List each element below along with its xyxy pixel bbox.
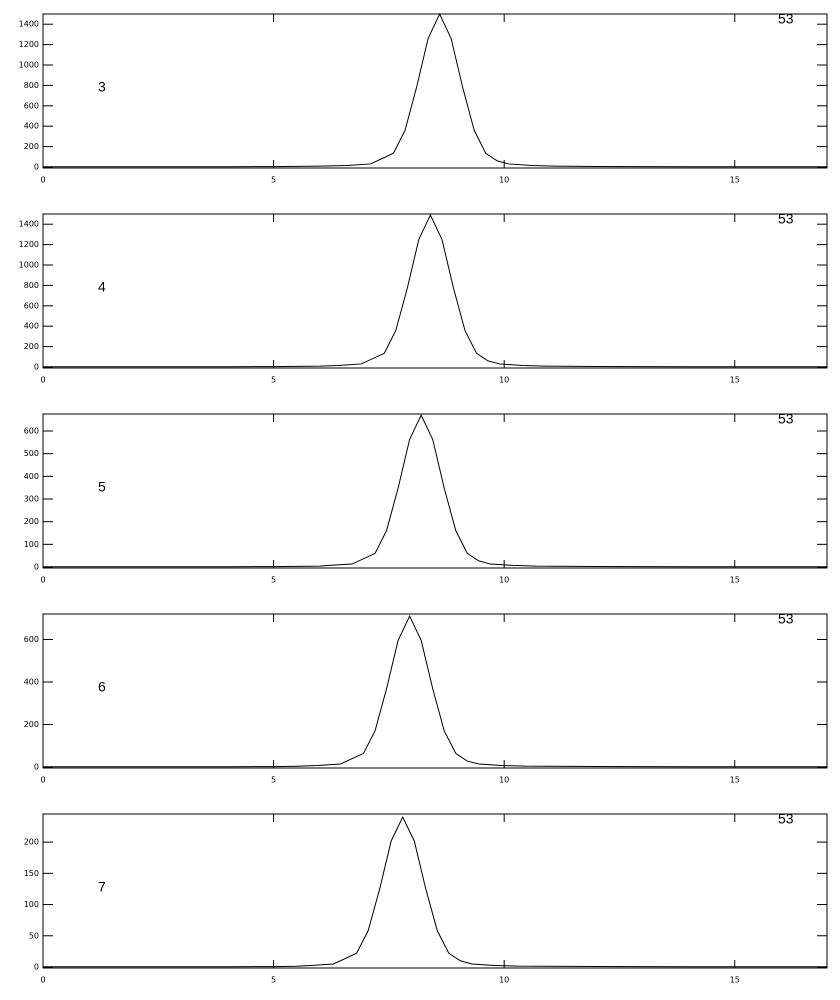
x-tick-label: 5 <box>271 176 276 185</box>
y-tick-label: 0 <box>34 363 39 372</box>
x-tick-label: 0 <box>40 776 45 785</box>
x-tick-label: 0 <box>40 176 45 185</box>
x-tick-label: 10 <box>499 176 509 185</box>
y-tick-label: 100 <box>24 900 39 909</box>
x-tick-label: 5 <box>271 776 276 785</box>
x-tick-label: 0 <box>40 976 45 985</box>
y-tick-label: 400 <box>24 472 39 481</box>
y-tick-label: 200 <box>24 720 39 729</box>
y-tick-label: 0 <box>34 763 39 772</box>
x-tick-label: 15 <box>730 176 740 185</box>
panel-label: 6 <box>98 679 106 695</box>
plot-frame <box>42 213 828 369</box>
y-tick-label: 150 <box>24 869 39 878</box>
y-tick-label: 1200 <box>19 240 39 249</box>
x-tick-label: 0 <box>40 576 45 585</box>
y-tick-label: 800 <box>24 281 39 290</box>
x-tick-label: 10 <box>499 776 509 785</box>
x-tick-label: 15 <box>730 376 740 385</box>
y-tick-label: 0 <box>34 163 39 172</box>
y-tick-label: 500 <box>24 449 39 458</box>
y-tick-label: 600 <box>24 427 39 436</box>
y-tick-label: 50 <box>29 931 39 940</box>
y-tick-label: 200 <box>24 342 39 351</box>
y-tick-label: 200 <box>24 142 39 151</box>
panel-label: 7 <box>98 879 106 895</box>
x-tick-label: 5 <box>271 976 276 985</box>
data-line <box>43 12 827 168</box>
corner-label: 53 <box>778 611 794 627</box>
y-tick-label: 0 <box>34 563 39 572</box>
panel-label: 5 <box>98 479 106 495</box>
x-tick-label: 10 <box>499 976 509 985</box>
plot-frame <box>42 13 828 169</box>
x-tick-label: 15 <box>730 576 740 585</box>
y-tick-label: 600 <box>24 101 39 110</box>
y-tick-label: 600 <box>24 635 39 644</box>
x-tick-label: 0 <box>40 376 45 385</box>
data-line <box>43 815 827 968</box>
plot-frame <box>42 413 828 569</box>
plot-frame <box>42 813 828 969</box>
x-tick-label: 5 <box>271 376 276 385</box>
y-tick-label: 1400 <box>19 20 39 29</box>
x-tick-label: 5 <box>271 576 276 585</box>
data-line <box>43 614 827 768</box>
y-tick-label: 400 <box>24 122 39 131</box>
corner-label: 53 <box>778 211 794 227</box>
x-tick-label: 15 <box>730 976 740 985</box>
y-tick-label: 600 <box>24 301 39 310</box>
y-tick-label: 1400 <box>19 220 39 229</box>
y-tick-label: 1000 <box>19 61 39 70</box>
y-tick-label: 200 <box>24 517 39 526</box>
y-tick-label: 1000 <box>19 261 39 270</box>
x-tick-label: 10 <box>499 376 509 385</box>
corner-label: 53 <box>778 411 794 427</box>
corner-label: 53 <box>778 811 794 827</box>
corner-label: 53 <box>778 11 794 27</box>
data-line <box>43 213 827 368</box>
panel-label: 4 <box>98 279 106 295</box>
x-tick-label: 10 <box>499 576 509 585</box>
y-tick-label: 400 <box>24 322 39 331</box>
panel-label: 3 <box>98 79 106 95</box>
y-tick-label: 200 <box>24 838 39 847</box>
x-tick-label: 15 <box>730 776 740 785</box>
plot-frame <box>42 613 828 769</box>
y-tick-label: 800 <box>24 81 39 90</box>
data-line <box>43 413 827 568</box>
y-tick-label: 400 <box>24 678 39 687</box>
y-tick-label: 100 <box>24 540 39 549</box>
y-tick-label: 300 <box>24 495 39 504</box>
y-tick-label: 1200 <box>19 40 39 49</box>
y-tick-label: 0 <box>34 963 39 972</box>
